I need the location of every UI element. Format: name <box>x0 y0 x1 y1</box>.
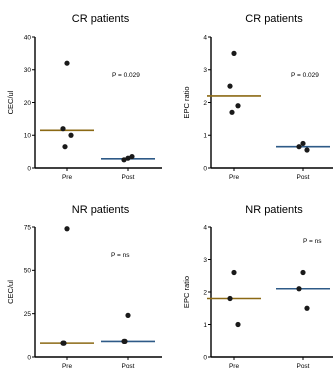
x-tick-label: Post <box>296 363 309 370</box>
chart-panel-1: CR patients 0 10 20 30 40 CEC/ul Pre Post P = 0.0… <box>6 13 162 181</box>
data-point <box>304 147 310 153</box>
p-value-annotation: P = ns <box>303 238 322 245</box>
data-point <box>235 103 241 109</box>
data-point <box>129 153 135 160</box>
data-point <box>231 50 237 56</box>
y-tick-label: 3 <box>203 257 207 264</box>
y-tick-label: 30 <box>24 67 32 74</box>
data-point <box>61 340 67 346</box>
data-point <box>68 132 74 138</box>
y-tick-label: 50 <box>24 268 32 275</box>
x-tick-label: Post <box>296 174 309 181</box>
y-tick-label: 4 <box>203 34 207 41</box>
x-tick-label: Pre <box>62 174 73 181</box>
chart-title: NR patients <box>72 204 130 216</box>
chart-title: NR patients <box>245 204 303 216</box>
y-axis-label: EPC ratio <box>182 86 191 118</box>
chart-title: CR patients <box>245 13 303 25</box>
y-tick-label: 0 <box>203 354 207 361</box>
chart-panel-2: CR patients 0 1 2 3 4 EPC ratio Pre Post P = 0.02… <box>182 13 333 181</box>
y-tick-label: 1 <box>203 322 207 329</box>
y-tick-label: 20 <box>24 100 32 107</box>
data-point <box>235 321 241 328</box>
y-tick-label: 25 <box>24 311 32 318</box>
x-tick-label: Post <box>121 174 134 181</box>
p-value-annotation: P = ns <box>111 252 130 259</box>
data-point <box>60 126 66 132</box>
chart-panel-3: NR patients 0 25 50 75 CEC/ul Pre Post P = ns <box>6 204 162 370</box>
data-point <box>125 312 131 318</box>
x-tick-label: Pre <box>62 363 73 370</box>
chart-title: CR patients <box>72 13 130 25</box>
data-point <box>64 60 70 66</box>
data-point <box>300 140 306 147</box>
data-point <box>121 157 127 163</box>
y-tick-label: 2 <box>203 289 207 296</box>
x-tick-label: Pre <box>229 363 240 370</box>
data-point <box>227 295 233 302</box>
data-point <box>122 338 128 344</box>
y-tick-label: 40 <box>24 34 32 41</box>
data-point <box>229 109 235 115</box>
data-point <box>304 305 310 311</box>
y-tick-label: 4 <box>203 224 207 231</box>
y-tick-label: 75 <box>24 224 32 231</box>
data-point <box>64 226 70 232</box>
data-point <box>227 83 233 89</box>
y-tick-label: 3 <box>203 67 207 74</box>
y-tick-label: 0 <box>27 354 31 361</box>
data-point <box>231 269 237 276</box>
data-point <box>125 155 131 161</box>
y-tick-label: 1 <box>203 133 207 140</box>
y-axis-label: EPC ratio <box>182 276 191 308</box>
y-axis-label: CEC/ul <box>6 280 15 304</box>
y-tick-label: 10 <box>24 133 32 140</box>
y-tick-label: 2 <box>203 100 207 107</box>
x-tick-label: Post <box>121 363 134 370</box>
y-axis-label: CEC/ul <box>6 90 15 114</box>
data-point <box>296 144 302 150</box>
x-tick-label: Pre <box>229 174 240 181</box>
y-tick-label: 0 <box>203 165 207 172</box>
p-value-annotation: P = 0.029 <box>291 72 319 79</box>
data-point <box>300 269 306 276</box>
chart-panel-4: NR patients 0 1 2 3 4 EPC ratio Pre Post P = ns <box>182 204 333 370</box>
data-point <box>296 286 302 292</box>
data-point <box>62 144 68 150</box>
y-tick-label: 0 <box>27 165 31 172</box>
p-value-annotation: P = 0.029 <box>112 72 140 79</box>
